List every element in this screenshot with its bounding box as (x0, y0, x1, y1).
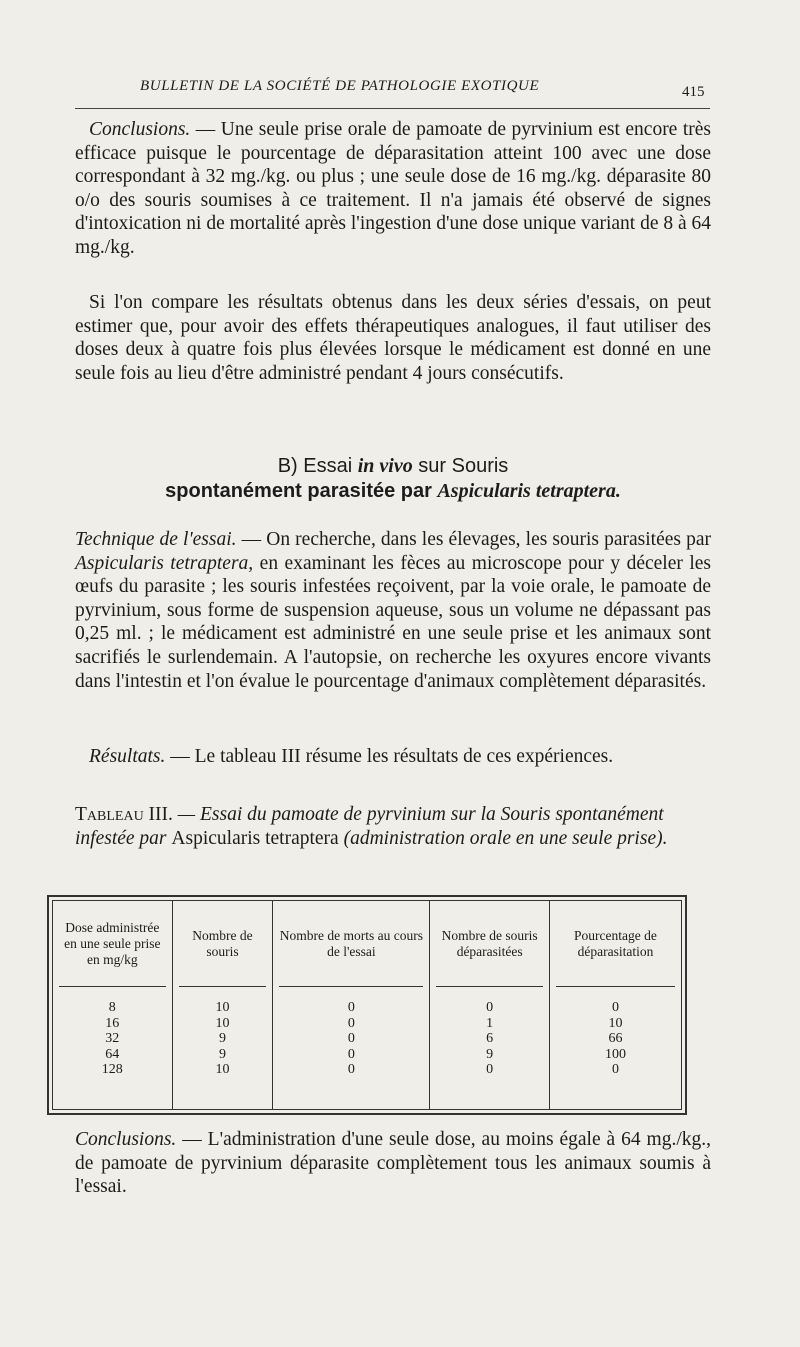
conclusions-label: Conclusions. (89, 119, 191, 140)
table-header: Nombre de souris déparasitées (436, 901, 543, 987)
results-paragraph: Résultats. — Le tableau III résume les r… (75, 745, 711, 769)
results-text: — Le tableau III résume les résultats de… (165, 746, 614, 767)
technique-text: — On recherche, dans les élevages, les s… (236, 529, 712, 550)
section-heading-prefix: B) Essai (277, 455, 358, 477)
table-caption-species: Aspicularis tetraptera (171, 827, 339, 849)
conclusions-text: — L'administration d'une seule dose, au … (75, 1129, 711, 1198)
conclusions-paragraph-2: Conclusions. — L'administration d'une se… (75, 1128, 711, 1199)
table-header: Dose administrée en une seule prise en m… (59, 901, 166, 987)
table-caption: Tableau III. — Essai du pamoate de pyrvi… (75, 803, 711, 850)
table-column-dose: Dose administrée en une seule prise en m… (53, 901, 173, 1109)
table-caption-part2: (administration orale en une seule prise… (338, 827, 668, 849)
table-values: 10 10 9 9 10 (215, 1000, 230, 1077)
technique-species: Aspicularis tetraptera, (75, 552, 254, 574)
technique-text-2: en examinant les fèces au microscope pou… (75, 552, 712, 692)
section-heading-middle: sur Souris (412, 455, 509, 477)
table-header: Nombre de souris (178, 901, 267, 987)
compare-paragraph: Si l'on compare les résultats obtenus da… (75, 291, 711, 385)
table-caption-label: Tableau III. (75, 804, 173, 825)
results-label: Résultats. (89, 746, 166, 767)
compare-text: Si l'on compare les résultats obtenus da… (75, 292, 711, 384)
results-table: Dose administrée en une seule prise en m… (47, 895, 687, 1115)
conclusions-label: Conclusions. (75, 1129, 177, 1150)
table-values: 0 10 66 100 0 (604, 1000, 626, 1077)
conclusions-paragraph-1: Conclusions. — Une seule prise orale de … (75, 118, 711, 260)
technique-paragraph: Technique de l'essai. — On recherche, da… (75, 528, 711, 693)
table-header: Pourcentage de déparasitation (555, 901, 675, 987)
table-column-percentage: Pourcentage de déparasitation 0 10 66 100 0 (550, 901, 681, 1109)
header-rule (75, 108, 710, 109)
table-column-mice: Nombre de souris 10 10 9 9 10 (173, 901, 274, 1109)
conclusions-text: — Une seule prise orale de pamoate de py… (75, 119, 712, 258)
section-heading: B) Essai in vivo sur Souris spontanément… (75, 454, 711, 504)
technique-label: Technique de l'essai. (75, 529, 237, 550)
table-values: 8 16 32 64 128 (101, 1000, 123, 1077)
table-caption-part1: — Essai du pamoate de pyrvinium sur la S… (75, 804, 664, 849)
section-heading-in-vivo: in vivo (357, 455, 413, 477)
section-heading-line2: spontanément parasitée par (165, 480, 438, 502)
running-title: BULLETIN DE LA SOCIÉTÉ DE PATHOLOGIE EXO… (140, 78, 540, 94)
page-number: 415 (682, 84, 705, 100)
table-header: Nombre de morts au cours de l'essai (279, 901, 424, 987)
section-heading-species: Aspicularis tetraptera. (437, 480, 621, 502)
